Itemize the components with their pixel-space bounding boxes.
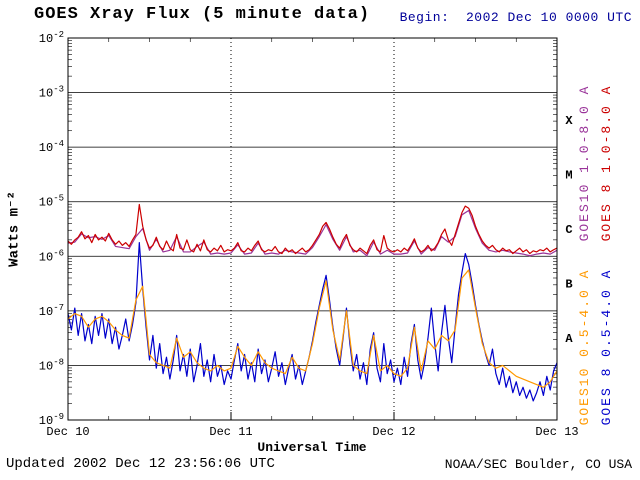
flux-class-label: B	[565, 278, 572, 292]
begin-timestamp: Begin: 2002 Dec 10 0000 UTC	[399, 10, 632, 25]
y-tick-label: 10-6	[39, 248, 64, 264]
y-tick-label: 10-2	[39, 30, 64, 46]
legend-goes-8-0.5-4.0-a: GOES 8 0.5-4.0 A	[599, 269, 614, 426]
y-tick-label: 10-4	[39, 139, 64, 155]
flux-class-label: X	[565, 114, 573, 128]
y-tick-label: 10-8	[39, 357, 64, 373]
x-tick-label: Dec 13	[535, 425, 578, 439]
x-tick-label: Dec 11	[209, 425, 252, 439]
plot-border	[67, 37, 558, 421]
flux-class-label: C	[565, 223, 572, 237]
series-goes-8-1.0-8.0-a	[68, 203, 557, 255]
chart-title: GOES Xray Flux (5 minute data)	[34, 5, 371, 24]
updated-timestamp: Updated 2002 Dec 12 23:56:06 UTC	[6, 456, 275, 472]
y-tick-label: 10-7	[39, 303, 64, 319]
y-tick-label: 10-9	[39, 412, 64, 428]
legend-goes-8-1.0-8.0-a: GOES 8 1.0-8.0 A	[599, 85, 614, 242]
noaa-credit: NOAA/SEC Boulder, CO USA	[444, 457, 632, 472]
series-goes-8-0.5-4.0-a	[68, 242, 557, 402]
legend-goes10-0.5-4.0-a: GOES10 0.5-4.0 A	[577, 269, 592, 426]
x-tick-label: Dec 10	[46, 425, 89, 439]
legend-goes10-1.0-8.0-a: GOES10 1.0-8.0 A	[577, 85, 592, 242]
y-tick-label: 10-3	[39, 85, 64, 101]
series-goes10-1.0-8.0-a	[68, 209, 557, 257]
y-axis-title: Watts m⁻²	[6, 191, 23, 267]
y-tick-label: 10-5	[39, 194, 64, 210]
flux-class-label: M	[565, 168, 572, 182]
x-axis-title: Universal Time	[257, 440, 367, 455]
flux-class-label: A	[565, 332, 573, 346]
series-goes10-0.5-4.0-a	[68, 269, 557, 388]
x-tick-label: Dec 12	[372, 425, 415, 439]
